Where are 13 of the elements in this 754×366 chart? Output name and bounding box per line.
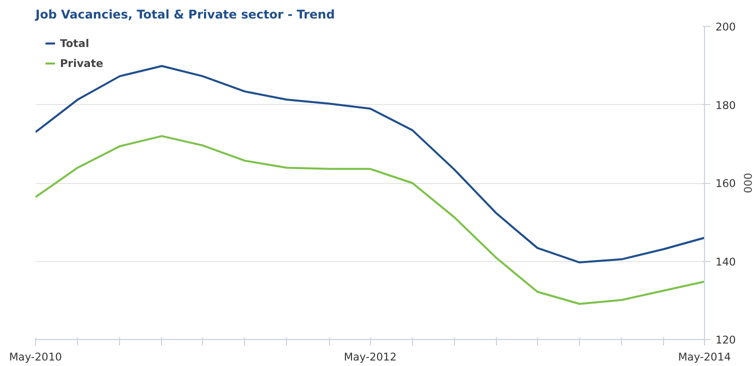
x-tick-label: May-2012 [344, 350, 397, 364]
x-tick-label: May-2014 [678, 350, 732, 364]
legend-label: Total [60, 36, 90, 50]
x-tick-label: May-2010 [9, 350, 62, 364]
chart-title: Job Vacancies, Total & Private sector - Trend [34, 8, 335, 22]
y-axis-title: 000 [740, 172, 754, 194]
y-tick-label: 120 [716, 334, 736, 346]
y-tick-label: 160 [716, 177, 736, 190]
line-series [36, 135, 704, 305]
y-tick-label: 200 [716, 20, 736, 34]
y-tick-label: 180 [716, 98, 736, 112]
legend-label: Private [60, 56, 104, 70]
y-tick-label: 140 [716, 255, 736, 268]
